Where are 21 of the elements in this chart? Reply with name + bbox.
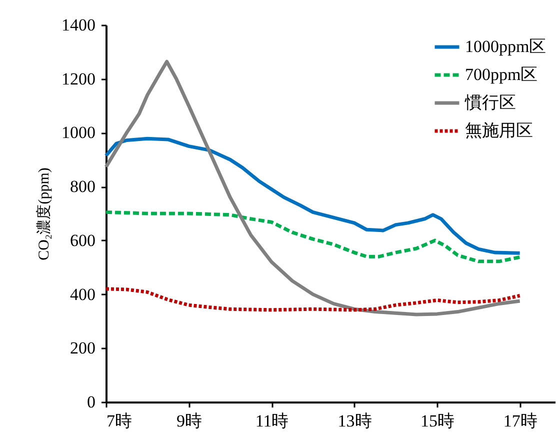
x-tick-label: 15時 <box>420 412 455 430</box>
y-tick-label: 800 <box>70 177 96 196</box>
y-tick-label: 600 <box>70 230 96 250</box>
y-tick-label: 200 <box>70 338 96 358</box>
legend-label: 1000ppm区 <box>465 37 546 56</box>
x-tick-label: 17時 <box>503 412 538 430</box>
y-tick-label: 1200 <box>62 69 96 88</box>
x-tick-label: 13時 <box>338 412 372 430</box>
x-tick-label: 11時 <box>255 412 289 430</box>
legend-label: 無施用区 <box>465 121 533 140</box>
y-tick-label: 0 <box>87 392 96 412</box>
legend-label: 慣行区 <box>464 93 516 112</box>
line-series <box>104 287 522 312</box>
legend-label: 700ppm区 <box>465 65 538 84</box>
line-series <box>104 210 522 264</box>
y-tick-label: 1400 <box>62 16 96 34</box>
x-tick-label: 7時 <box>106 412 132 430</box>
x-tick-label: 9時 <box>176 412 202 430</box>
y-tick-label: 400 <box>70 284 96 304</box>
y-tick-label: 1000 <box>62 123 96 142</box>
y-axis-title: CO₂濃度(ppm) <box>36 168 52 260</box>
